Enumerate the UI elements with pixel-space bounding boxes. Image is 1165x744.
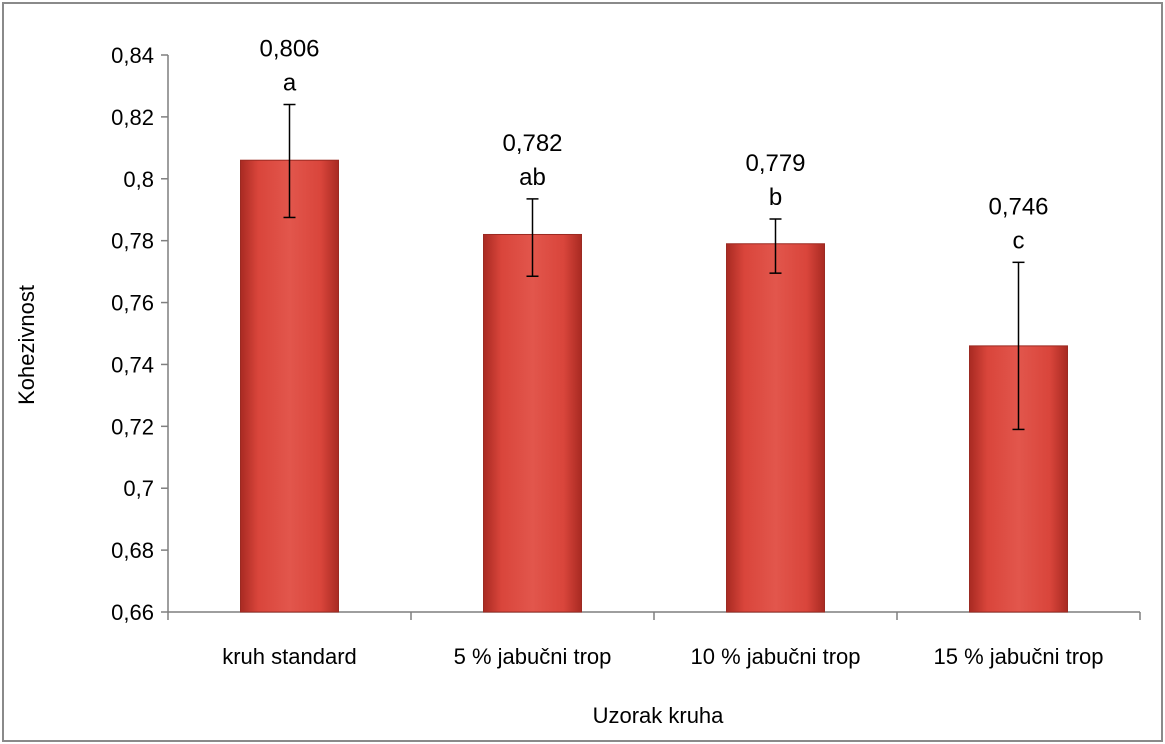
y-tick-label: 0,7 [123, 476, 154, 501]
significance-letter: b [769, 184, 782, 211]
y-tick-label: 0,66 [111, 600, 154, 625]
y-tick-label: 0,68 [111, 538, 154, 563]
y-tick-label: 0,72 [111, 414, 154, 439]
value-label: 0,782 [502, 130, 562, 157]
bar [240, 159, 339, 613]
x-category-label: 5 % jabučni trop [454, 644, 612, 669]
x-axis-title: Uzorak kruha [593, 703, 725, 728]
significance-letter: c [1013, 227, 1025, 254]
bar [483, 233, 582, 613]
y-tick-label: 0,82 [111, 105, 154, 130]
value-label: 0,779 [745, 150, 805, 177]
significance-letter: ab [519, 164, 546, 191]
x-category-label: 10 % jabučni trop [691, 644, 861, 669]
value-label: 0,806 [259, 36, 319, 63]
data-labels: a 0,806 ab 0,782 b 0,779 c 0,746 [259, 36, 1048, 255]
y-tick-label: 0,8 [123, 167, 154, 192]
significance-letter: a [283, 70, 297, 97]
y-tick-label: 0,74 [111, 352, 154, 377]
y-axis-title: Kohezivnost [14, 285, 39, 405]
x-category-label: 15 % jabučni trop [934, 644, 1104, 669]
x-category-label: kruh standard [222, 644, 357, 669]
y-tick-label: 0,78 [111, 229, 154, 254]
bars [240, 159, 1068, 613]
y-tick-label: 0,84 [111, 43, 154, 68]
y-tick-label: 0,76 [111, 291, 154, 316]
error-bars [283, 103, 1025, 431]
bar [726, 243, 825, 613]
value-label: 0,746 [988, 193, 1048, 220]
